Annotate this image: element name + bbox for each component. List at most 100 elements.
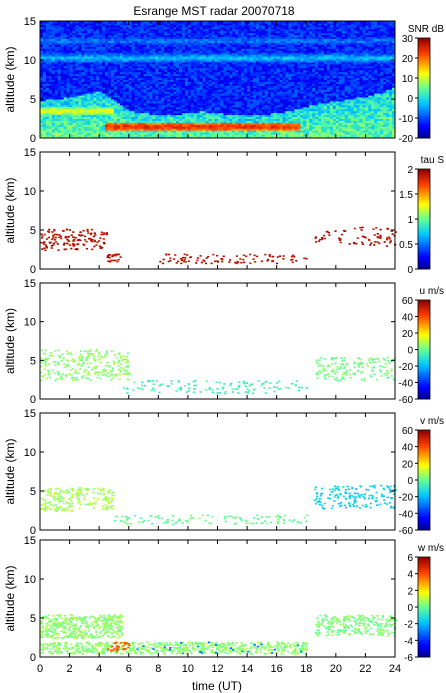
snr-cell [264,61,269,65]
snr-cell [255,116,260,119]
snr-cell [255,50,260,53]
snr-cell [205,36,210,40]
snr-cell [273,97,278,100]
snr-cell [146,79,150,82]
snr-cell [184,122,189,125]
snr-cell [255,44,260,47]
snr-cell [72,48,76,51]
snr-cell [137,56,142,59]
snr-cell [270,91,275,94]
snr-cell [229,106,233,110]
snr-cell [72,91,76,94]
snr-cell [149,54,153,57]
snr-cell [96,132,100,135]
snr-cell [202,136,207,139]
snr-cell [264,21,269,24]
snr-cell [99,30,103,34]
snr-cell [66,75,71,79]
snr-cell [146,67,150,71]
snr-cell [167,132,171,135]
snr-cell [96,77,100,80]
snr-cell [187,124,192,127]
snr-cell [93,128,97,131]
snr-cell [99,32,103,36]
snr-cell [253,110,257,114]
snr-cell [179,118,183,121]
snr-cell [63,60,68,63]
snr-cell [214,67,218,71]
snr-cell [187,77,192,80]
snr-cell [66,132,71,135]
snr-cell [60,99,65,102]
snr-cell [261,21,266,24]
snr-cell [208,77,213,80]
snr-cell [93,124,97,127]
snr-cell [119,42,124,45]
snr-cell [264,69,269,73]
snr-cell [238,67,242,71]
snr-cell [190,28,195,32]
snr-cell [282,120,287,123]
snr-cell [238,114,242,118]
snr-cell [143,104,147,108]
snr-cell [78,120,82,123]
snr-cell [84,54,88,57]
snr-cell [72,106,76,110]
snr-cell [179,100,183,104]
snr-cell [184,30,189,34]
snr-cell [170,58,174,61]
snr-cell [229,34,233,38]
snr-cell [173,32,177,36]
snr-cell [60,81,65,84]
snr-cell [282,116,287,119]
snr-cell [241,28,245,32]
snr-cell [131,128,136,131]
snr-cell [267,48,272,51]
snr-cell [143,61,147,65]
snr-cell [90,42,94,45]
snr-cell [140,83,145,86]
snr-cell [63,102,68,106]
snr-cell [211,99,216,102]
snr-cell [161,99,165,102]
snr-cell [205,44,210,47]
snr-cell [40,122,44,125]
snr-cell [78,83,82,86]
snr-cell [72,56,76,59]
snr-cell [140,134,145,137]
snr-cell [276,108,281,112]
snr-cell [81,65,85,69]
snr-cell [238,122,242,125]
snr-cell [137,89,142,92]
snr-cell [143,120,147,123]
snr-cell [72,100,76,104]
snr-cell [250,116,254,119]
snr-cell [111,116,115,119]
snr-cell [102,71,106,75]
snr-cell [45,95,50,98]
snr-cell [54,118,59,121]
snr-cell [125,58,130,61]
snr-cell [238,75,242,79]
snr-cell [182,73,186,77]
snr-cell [54,116,59,119]
snr-cell [99,48,103,51]
snr-cell [81,28,85,32]
snr-cell [270,71,275,75]
snr-cell [96,134,100,137]
snr-cell [57,95,62,98]
snr-cell [155,65,159,69]
snr-cell [140,79,145,82]
snr-cell [199,95,204,98]
snr-cell [253,46,257,49]
snr-cell [226,132,230,135]
snr-cell [199,71,204,75]
snr-cell [108,69,112,73]
snr-cell [217,126,221,129]
snr-cell [81,48,85,51]
snr-cell [134,79,139,82]
snr-cell [155,112,159,116]
snr-cell [93,67,97,71]
snr-cell [238,95,242,98]
snr-cell [105,67,109,71]
